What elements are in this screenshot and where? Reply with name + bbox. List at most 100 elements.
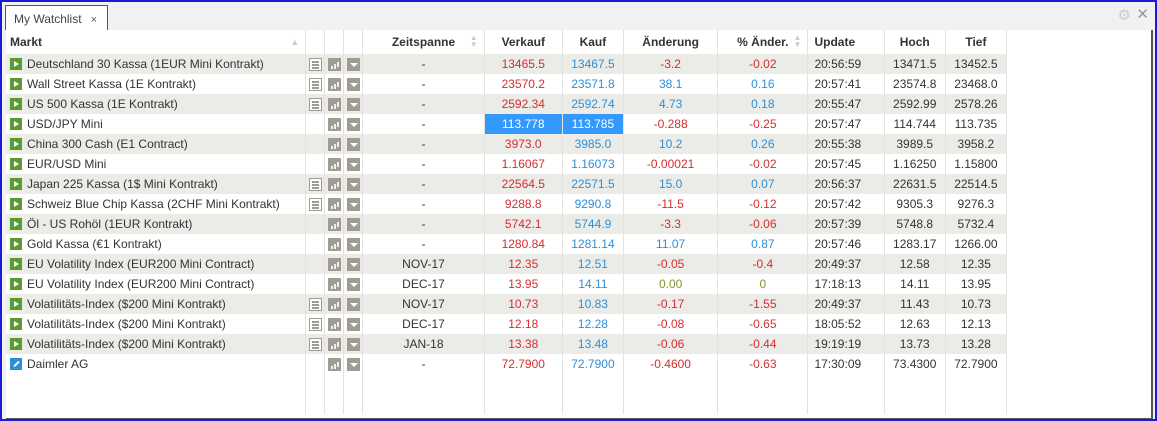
dropdown-icon[interactable] — [346, 58, 360, 72]
buy-price-cell[interactable]: 72.7900 — [562, 354, 625, 374]
sell-price-cell[interactable]: 1280.84 — [484, 234, 563, 254]
play-icon[interactable] — [10, 338, 22, 350]
market-name-cell[interactable]: EUR/USD Mini — [6, 154, 307, 174]
sell-price-cell[interactable]: 2592.34 — [484, 94, 563, 114]
news-icon[interactable] — [308, 98, 322, 112]
buy-price-cell[interactable]: 12.28 — [562, 314, 625, 334]
play-icon[interactable] — [10, 178, 22, 190]
chart-icon[interactable] — [327, 338, 341, 352]
sell-price-cell[interactable]: 12.18 — [484, 314, 563, 334]
news-icon[interactable] — [308, 78, 322, 92]
sell-price-cell[interactable]: 13465.5 — [484, 54, 563, 74]
news-icon[interactable] — [308, 58, 322, 72]
market-name-cell[interactable]: Wall Street Kassa (1E Kontrakt) — [6, 74, 307, 94]
dropdown-icon[interactable] — [346, 118, 360, 132]
chart-icon[interactable] — [327, 358, 341, 372]
buy-price-cell[interactable]: 12.51 — [562, 254, 625, 274]
sell-price-cell[interactable]: 113.778 — [484, 114, 563, 134]
sell-price-cell[interactable]: 12.35 — [484, 254, 563, 274]
col-header-tief[interactable]: Tief — [945, 30, 1008, 54]
table-row[interactable]: Volatilitäts-Index ($200 Mini Kontrakt) … — [6, 314, 1008, 334]
dropdown-icon[interactable] — [346, 138, 360, 152]
buy-price-cell[interactable]: 14.11 — [562, 274, 625, 294]
market-name-cell[interactable]: Deutschland 30 Kassa (1EUR Mini Kontrakt… — [6, 54, 307, 74]
table-row[interactable]: Volatilitäts-Index ($200 Mini Kontrakt) … — [6, 294, 1008, 314]
buy-price-cell[interactable]: 2592.74 — [562, 94, 625, 114]
col-header-hoch[interactable]: Hoch — [884, 30, 946, 54]
market-name-cell[interactable]: Gold Kassa (€1 Kontrakt) — [6, 234, 307, 254]
dropdown-icon[interactable] — [346, 338, 360, 352]
table-row[interactable]: Öl - US Rohöl (1EUR Kontrakt) - 5742.1 5… — [6, 214, 1008, 234]
play-icon[interactable] — [10, 58, 22, 70]
buy-price-cell[interactable]: 23571.8 — [562, 74, 625, 94]
play-icon[interactable] — [10, 198, 22, 210]
sell-price-cell[interactable]: 13.38 — [484, 334, 563, 354]
col-header-update[interactable]: Update — [807, 30, 885, 54]
col-header-verkauf[interactable]: Verkauf — [484, 30, 563, 54]
sell-price-cell[interactable]: 23570.2 — [484, 74, 563, 94]
market-name-cell[interactable]: Daimler AG — [6, 354, 307, 374]
dropdown-icon[interactable] — [346, 78, 360, 92]
sell-price-cell[interactable]: 13.95 — [484, 274, 563, 294]
market-name-cell[interactable]: Volatilitäts-Index ($200 Mini Kontrakt) — [6, 334, 307, 354]
market-name-cell[interactable]: US 500 Kassa (1E Kontrakt) — [6, 94, 307, 114]
chart-icon[interactable] — [327, 78, 341, 92]
chart-icon[interactable] — [327, 278, 341, 292]
dropdown-icon[interactable] — [346, 318, 360, 332]
buy-price-cell[interactable]: 1.16073 — [562, 154, 625, 174]
chart-icon[interactable] — [327, 218, 341, 232]
dropdown-icon[interactable] — [346, 238, 360, 252]
col-header-aenderung[interactable]: Änderung — [623, 30, 719, 54]
play-icon[interactable] — [10, 98, 22, 110]
market-name-cell[interactable]: Schweiz Blue Chip Kassa (2CHF Mini Kontr… — [6, 194, 307, 214]
play-icon[interactable] — [10, 238, 22, 250]
dropdown-icon[interactable] — [346, 358, 360, 372]
table-row[interactable]: Wall Street Kassa (1E Kontrakt) - 23570.… — [6, 74, 1008, 94]
dropdown-icon[interactable] — [346, 98, 360, 112]
table-row[interactable]: Japan 225 Kassa (1$ Mini Kontrakt) - 225… — [6, 174, 1008, 194]
close-icon[interactable]: ✕ — [1136, 6, 1149, 23]
col-header-pct[interactable]: % Änder. ▲ ▼ — [717, 30, 809, 54]
chart-icon[interactable] — [327, 138, 341, 152]
col-header-markt[interactable]: Markt ▲ — [6, 30, 307, 54]
buy-price-cell[interactable]: 9290.8 — [562, 194, 625, 214]
news-icon[interactable] — [308, 198, 322, 212]
market-name-cell[interactable]: Öl - US Rohöl (1EUR Kontrakt) — [6, 214, 307, 234]
dropdown-icon[interactable] — [346, 218, 360, 232]
news-icon[interactable] — [308, 338, 322, 352]
play-icon[interactable] — [10, 138, 22, 150]
table-row[interactable]: EU Volatility Index (EUR200 Mini Contrac… — [6, 254, 1008, 274]
sell-price-cell[interactable]: 3973.0 — [484, 134, 563, 154]
buy-price-cell[interactable]: 13467.5 — [562, 54, 625, 74]
dropdown-icon[interactable] — [346, 278, 360, 292]
table-row[interactable]: Volatilitäts-Index ($200 Mini Kontrakt) … — [6, 334, 1008, 354]
table-row[interactable]: Deutschland 30 Kassa (1EUR Mini Kontrakt… — [6, 54, 1008, 74]
chart-icon[interactable] — [327, 118, 341, 132]
buy-price-cell[interactable]: 13.48 — [562, 334, 625, 354]
gear-icon[interactable]: ⚙ — [1117, 7, 1131, 24]
news-icon[interactable] — [308, 178, 322, 192]
table-row[interactable]: Gold Kassa (€1 Kontrakt) - 1280.84 1281.… — [6, 234, 1008, 254]
sell-price-cell[interactable]: 5742.1 — [484, 214, 563, 234]
play-icon[interactable] — [10, 258, 22, 270]
market-name-cell[interactable]: China 300 Cash (E1 Contract) — [6, 134, 307, 154]
col-header-kauf[interactable]: Kauf — [562, 30, 625, 54]
chart-icon[interactable] — [327, 158, 341, 172]
dropdown-icon[interactable] — [346, 158, 360, 172]
buy-price-cell[interactable]: 113.785 — [562, 114, 625, 134]
sell-price-cell[interactable]: 9288.8 — [484, 194, 563, 214]
dropdown-icon[interactable] — [346, 198, 360, 212]
play-icon[interactable] — [10, 298, 22, 310]
sell-price-cell[interactable]: 72.7900 — [484, 354, 563, 374]
sell-price-cell[interactable]: 22564.5 — [484, 174, 563, 194]
chart-icon[interactable] — [327, 178, 341, 192]
market-name-cell[interactable]: Volatilitäts-Index ($200 Mini Kontrakt) — [6, 294, 307, 314]
chart-icon[interactable] — [327, 258, 341, 272]
chart-icon[interactable] — [327, 238, 341, 252]
buy-price-cell[interactable]: 5744.9 — [562, 214, 625, 234]
buy-price-cell[interactable]: 22571.5 — [562, 174, 625, 194]
chart-icon[interactable] — [327, 98, 341, 112]
edit-icon[interactable] — [10, 358, 22, 370]
buy-price-cell[interactable]: 3985.0 — [562, 134, 625, 154]
sell-price-cell[interactable]: 1.16067 — [484, 154, 563, 174]
